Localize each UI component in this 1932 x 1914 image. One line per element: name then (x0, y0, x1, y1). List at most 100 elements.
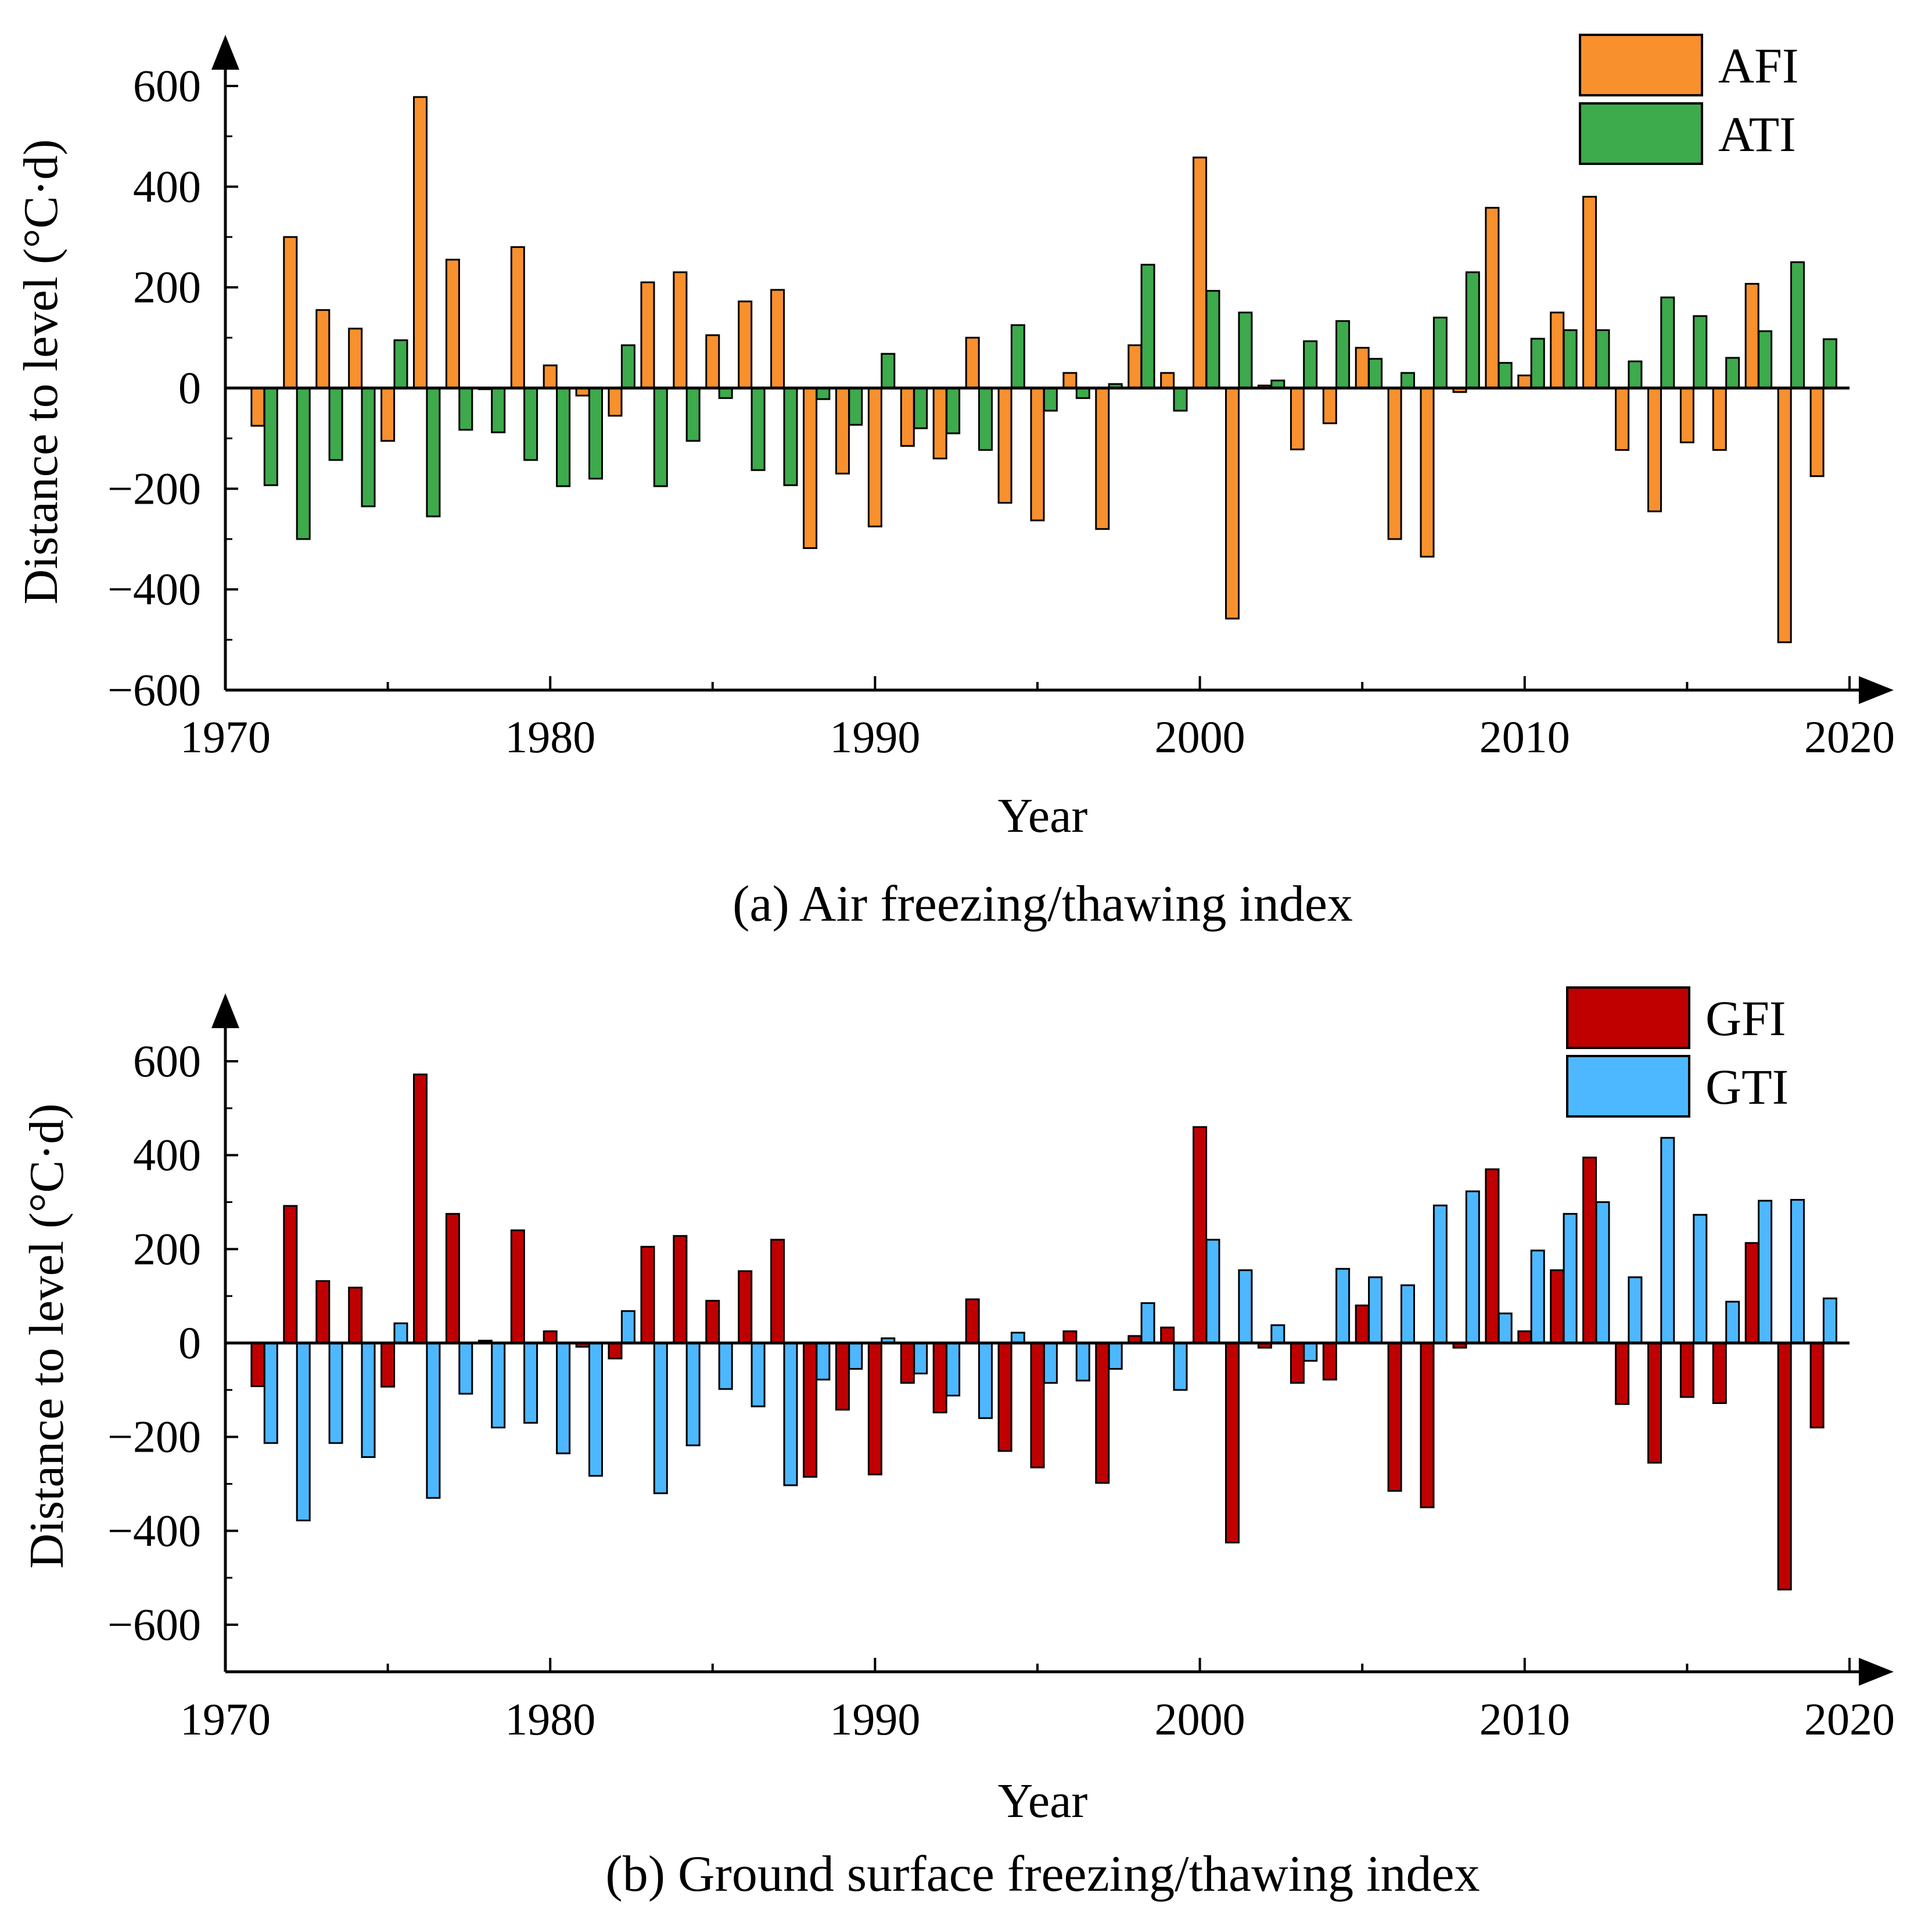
bar-gfi-2015 (1679, 1342, 1694, 1398)
bar-gti-2018 (1790, 1199, 1805, 1344)
bar-gti-1996 (1075, 1342, 1090, 1382)
bar-gfi-1985 (705, 1299, 720, 1344)
bar-gti-2009 (1498, 1312, 1513, 1344)
bar-gti-1987 (783, 1342, 798, 1486)
bar-ati-2016 (1725, 357, 1740, 389)
bar-gti-1981 (588, 1342, 603, 1477)
legend-ground: GFI GTI (1566, 986, 1789, 1118)
bar-ati-1996 (1075, 387, 1090, 399)
bar-ati-1973 (328, 387, 343, 461)
bar-afi-2004 (1322, 387, 1337, 425)
bar-gti-2012 (1595, 1201, 1610, 1344)
bar-afi-1977 (445, 258, 460, 389)
bar-afi-1980 (543, 364, 558, 389)
bar-ati-1991 (913, 387, 928, 429)
bar-afi-1991 (900, 387, 915, 447)
bar-afi-2017 (1744, 283, 1759, 389)
y-tick-label: 200 (133, 1223, 201, 1274)
bar-gfi-1994 (997, 1342, 1012, 1452)
bar-ati-1980 (556, 387, 571, 487)
bar-afi-1975 (380, 387, 396, 442)
bar-gti-1988 (816, 1342, 831, 1381)
bar-gti-2016 (1725, 1301, 1740, 1344)
bar-gti-1971 (263, 1342, 278, 1444)
bar-ati-1986 (750, 387, 766, 471)
bar-gti-2017 (1758, 1200, 1773, 1344)
bar-ati-1993 (978, 387, 993, 451)
bar-ati-1995 (1043, 387, 1058, 412)
bar-gfi-1975 (380, 1342, 396, 1388)
bar-gfi-1986 (738, 1270, 753, 1344)
bar-afi-1984 (673, 271, 688, 389)
y-tick-label: −400 (107, 564, 201, 615)
x-tick-label: 2020 (1804, 1694, 1895, 1744)
bar-ati-2008 (1465, 271, 1480, 389)
bar-afi-2001 (1225, 387, 1240, 620)
caption-air: (a) Air freezing/thawing index (732, 876, 1353, 932)
bar-ati-2014 (1660, 296, 1675, 389)
bar-afi-2000 (1193, 156, 1208, 389)
bar-gti-1993 (978, 1342, 993, 1419)
bar-ati-1982 (620, 344, 635, 389)
bar-ati-2013 (1628, 360, 1643, 389)
bar-gti-2004 (1335, 1267, 1351, 1344)
x-tick-label: 2010 (1479, 1694, 1570, 1744)
x-tick-label: 2020 (1804, 712, 1895, 762)
bar-afi-1997 (1095, 387, 1110, 530)
bar-ati-1975 (393, 339, 408, 389)
legend-label-gfi: GFI (1705, 990, 1786, 1046)
x-tick-label: 2010 (1479, 712, 1570, 762)
bar-gfi-2016 (1712, 1342, 1727, 1404)
x-axis-arrow (1859, 676, 1894, 704)
x-tick-label: 1990 (829, 712, 920, 762)
bar-gti-1985 (718, 1342, 733, 1390)
bar-gfi-2018 (1777, 1342, 1792, 1590)
legend-swatch-gti (1566, 1055, 1690, 1118)
bar-gfi-2019 (1809, 1342, 1825, 1428)
bar-gti-1984 (685, 1342, 701, 1446)
bar-gfi-1971 (250, 1342, 265, 1387)
y-tick-label: −600 (107, 1599, 201, 1650)
bar-ati-1987 (783, 387, 798, 486)
bar-gti-1974 (361, 1342, 376, 1458)
bar-gti-1980 (556, 1342, 571, 1455)
bar-gti-1998 (1140, 1302, 1155, 1344)
bar-gfi-2012 (1582, 1157, 1597, 1344)
bar-ati-1988 (816, 387, 831, 400)
legend-label-ati: ATI (1718, 106, 1796, 162)
bar-gfi-2003 (1290, 1342, 1305, 1384)
bar-gti-1989 (848, 1342, 863, 1370)
bar-afi-2015 (1679, 387, 1694, 444)
x-tick-label: 1970 (180, 1694, 271, 1744)
bar-gfi-1999 (1160, 1326, 1175, 1344)
bar-gfi-2001 (1225, 1342, 1240, 1543)
bar-afi-2011 (1550, 311, 1565, 389)
bar-ati-1999 (1173, 387, 1188, 412)
bar-afi-2016 (1712, 387, 1727, 451)
bar-afi-1998 (1127, 344, 1143, 389)
bar-gfi-2010 (1517, 1330, 1532, 1344)
bar-afi-2005 (1355, 347, 1370, 389)
bar-ati-2012 (1595, 329, 1610, 389)
bar-afi-1986 (738, 300, 753, 389)
bar-ati-1977 (458, 387, 473, 431)
bar-ati-1979 (523, 387, 538, 461)
bar-gfi-1984 (673, 1235, 688, 1344)
bar-afi-2009 (1485, 207, 1500, 389)
legend-air: AFI ATI (1579, 34, 1799, 165)
y-tick-label: 600 (133, 1036, 201, 1086)
bar-gti-2013 (1628, 1276, 1643, 1344)
bar-gti-2005 (1368, 1276, 1383, 1344)
bar-ati-1981 (588, 387, 603, 480)
bar-afi-2006 (1387, 387, 1402, 540)
bar-afi-1992 (932, 387, 947, 459)
bar-gfi-1987 (770, 1238, 785, 1344)
bar-gfi-2006 (1387, 1342, 1402, 1492)
bar-gti-1986 (750, 1342, 766, 1407)
x-tick-label: 1990 (829, 1694, 920, 1744)
bar-gfi-1993 (965, 1298, 980, 1344)
bar-gfi-1991 (900, 1342, 915, 1384)
